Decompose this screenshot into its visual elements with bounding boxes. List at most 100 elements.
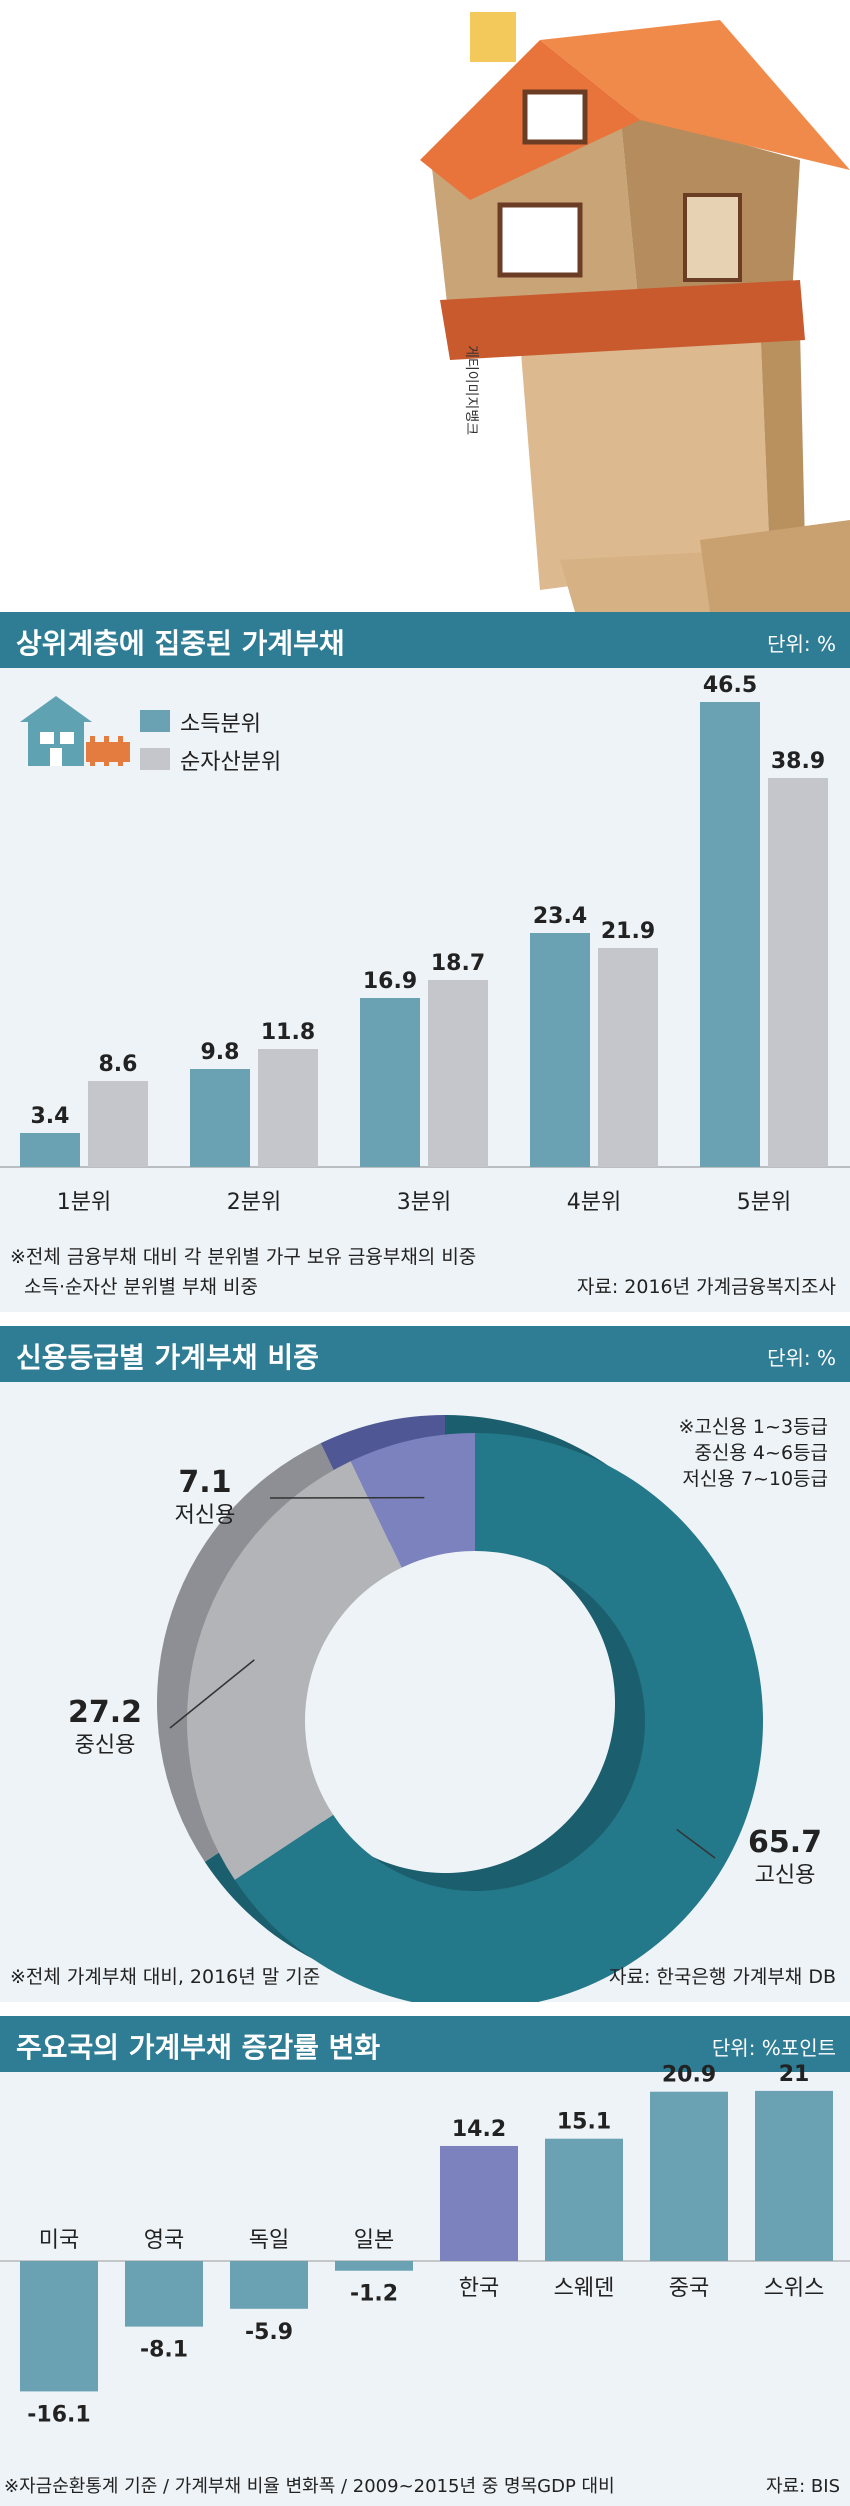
bar-일본 bbox=[335, 2261, 413, 2271]
grade-legend: ※고신용 1~3등급 중신용 4~6등급 저신용 7~10등급 bbox=[679, 1414, 828, 1492]
window-lower bbox=[497, 202, 583, 278]
bar-스위스 bbox=[755, 2090, 833, 2261]
data-label: 16.9 bbox=[363, 969, 417, 994]
chimney bbox=[470, 12, 516, 62]
data-label: -16.1 bbox=[27, 2402, 90, 2427]
legend-swatch-asset bbox=[140, 748, 170, 770]
bar-income bbox=[190, 1069, 250, 1167]
section-title: 신용등급별 가계부채 비중 bbox=[16, 1341, 319, 1374]
x-tick-label: 일본 bbox=[354, 2228, 394, 2253]
note-line-2: 소득·순자산 분위별 부채 비중 bbox=[24, 1276, 258, 1298]
x-tick-label: 1분위 bbox=[57, 1190, 111, 1215]
x-tick-label: 독일 bbox=[249, 2228, 289, 2253]
data-label: 8.6 bbox=[99, 1052, 138, 1077]
bar-asset bbox=[768, 778, 828, 1167]
wood-block-top bbox=[520, 320, 770, 590]
credit-donut-chart: 65.7 고신용 27.2 중신용 7.1 저신용 bbox=[68, 1415, 822, 2002]
house-icon bbox=[20, 696, 130, 766]
legend-asset: 순자산분위 bbox=[180, 750, 282, 775]
house-photo: 게티이미지뱅크 bbox=[0, 0, 850, 612]
bar-영국 bbox=[125, 2261, 203, 2327]
data-label: 27.2 bbox=[68, 1695, 142, 1730]
grade-note-mid: 중신용 4~6등급 bbox=[694, 1442, 828, 1464]
x-tick-label: 5분위 bbox=[737, 1190, 791, 1215]
donut-slice-저신용 bbox=[350, 1433, 475, 1568]
donut-slice-중신용 bbox=[186, 1461, 402, 1880]
x-tick-label: 한국 bbox=[459, 2276, 499, 2301]
legend-swatch-income bbox=[140, 710, 170, 732]
unit-label: 단위: % bbox=[767, 1346, 836, 1370]
note-line: ※전체 가계부채 대비, 2016년 말 기준 bbox=[10, 1966, 321, 1988]
bar-asset bbox=[598, 948, 658, 1167]
data-label: -5.9 bbox=[245, 2320, 293, 2345]
data-label: 38.9 bbox=[771, 749, 825, 774]
data-label: 65.7 bbox=[748, 1825, 822, 1860]
bar-중국 bbox=[650, 2091, 728, 2261]
section-title: 상위계층에 집중된 가계부채 bbox=[16, 627, 345, 660]
data-label: 21.9 bbox=[601, 919, 655, 944]
grade-note-high: ※고신용 1~3등급 bbox=[678, 1416, 828, 1438]
bar-asset bbox=[88, 1081, 148, 1167]
section-header: 상위계층에 집중된 가계부채 단위: % bbox=[0, 612, 850, 668]
x-tick-label: 미국 bbox=[39, 2228, 79, 2253]
wood-block-right bbox=[700, 520, 850, 612]
photo-credit: 게티이미지뱅크 bbox=[463, 345, 479, 436]
house-roof-right bbox=[540, 20, 850, 170]
category-label: 고신용 bbox=[755, 1863, 816, 1888]
leader-line bbox=[169, 1659, 255, 1729]
x-tick-label: 중국 bbox=[669, 2276, 709, 2301]
unit-label: 단위: %포인트 bbox=[711, 2036, 836, 2060]
house-base bbox=[440, 280, 805, 360]
note-line-1: ※전체 금융부채 대비 각 분위별 가구 보유 금융부채의 비중 bbox=[10, 1246, 477, 1268]
data-label: 21 bbox=[779, 2062, 810, 2087]
section-income-bars: 상위계층에 집중된 가계부채 단위: % 소득분위 순자산분위 3.4 8.6 1분… bbox=[0, 612, 850, 1312]
source-label: 자료: BIS bbox=[766, 2476, 840, 2497]
data-label: -1.2 bbox=[350, 2282, 398, 2307]
x-tick-label: 영국 bbox=[144, 2228, 184, 2253]
section-credit-donut: 신용등급별 가계부채 비중 단위: % ※고신용 1~3등급 중신용 4~6등급… bbox=[0, 1326, 850, 2002]
income-bar-chart: 3.4 8.6 1분위 9.8 11.8 2분위 16.9 18.7 3분위 23.4 21.9 4분… bbox=[0, 673, 850, 1215]
country-bar-chart: -16.1 미국 -8.1 영국 -5.9 독일 -1.2 일본 14.2 한국 15.1 스웨덴 20… bbox=[0, 2062, 850, 2427]
legend-income: 소득분위 bbox=[180, 712, 261, 737]
bar-독일 bbox=[230, 2261, 308, 2309]
door bbox=[683, 193, 742, 282]
grade-note-low: 저신용 7~10등급 bbox=[682, 1468, 828, 1490]
bar-income bbox=[360, 998, 420, 1167]
data-label: 23.4 bbox=[533, 904, 587, 929]
data-label: 18.7 bbox=[431, 951, 485, 976]
bar-스웨덴 bbox=[545, 2138, 623, 2261]
category-label: 저신용 bbox=[175, 1503, 236, 1528]
x-tick-label: 4분위 bbox=[567, 1190, 621, 1215]
leader-line bbox=[676, 1828, 716, 1859]
x-tick-label: 3분위 bbox=[397, 1190, 451, 1215]
data-label: 20.9 bbox=[662, 2063, 716, 2088]
bar-income bbox=[530, 933, 590, 1167]
bar-한국 bbox=[440, 2145, 518, 2261]
source-label: 자료: 2016년 가계금융복지조사 bbox=[576, 1276, 836, 1298]
data-label: 11.8 bbox=[261, 1020, 315, 1045]
data-label: 46.5 bbox=[703, 673, 757, 698]
section-country-bars: 주요국의 가계부채 증감률 변화 단위: %포인트 -16.1 미국 -8.1 영국 -… bbox=[0, 2016, 850, 2506]
donut-slice-고신용 bbox=[234, 1433, 763, 2002]
bar-asset bbox=[258, 1049, 318, 1167]
bar-미국 bbox=[20, 2261, 98, 2392]
x-tick-label: 스웨덴 bbox=[554, 2276, 615, 2301]
data-label: 15.1 bbox=[557, 2110, 611, 2135]
window-upper bbox=[522, 89, 588, 145]
bar-income bbox=[20, 1133, 80, 1167]
house-illustration bbox=[420, 12, 850, 612]
data-label: 14.2 bbox=[452, 2117, 506, 2142]
data-label: 9.8 bbox=[201, 1040, 240, 1065]
wood-block-top-side bbox=[760, 320, 805, 560]
x-tick-label: 스위스 bbox=[764, 2276, 825, 2301]
category-label: 중신용 bbox=[75, 1733, 136, 1758]
data-label: 7.1 bbox=[178, 1465, 231, 1500]
section-title: 주요국의 가계부채 증감률 변화 bbox=[16, 2031, 381, 2064]
bar-income bbox=[700, 702, 760, 1167]
section-header: 주요국의 가계부채 증감률 변화 단위: %포인트 bbox=[0, 2016, 850, 2072]
source-label: 자료: 한국은행 가계부채 DB bbox=[609, 1966, 836, 1988]
x-tick-label: 2분위 bbox=[227, 1190, 281, 1215]
data-label: -8.1 bbox=[140, 2338, 188, 2363]
note-line: ※자금순환통계 기준 / 가계부채 비율 변화폭 / 2009~2015년 중 … bbox=[4, 2476, 615, 2497]
data-label: 3.4 bbox=[31, 1104, 70, 1129]
